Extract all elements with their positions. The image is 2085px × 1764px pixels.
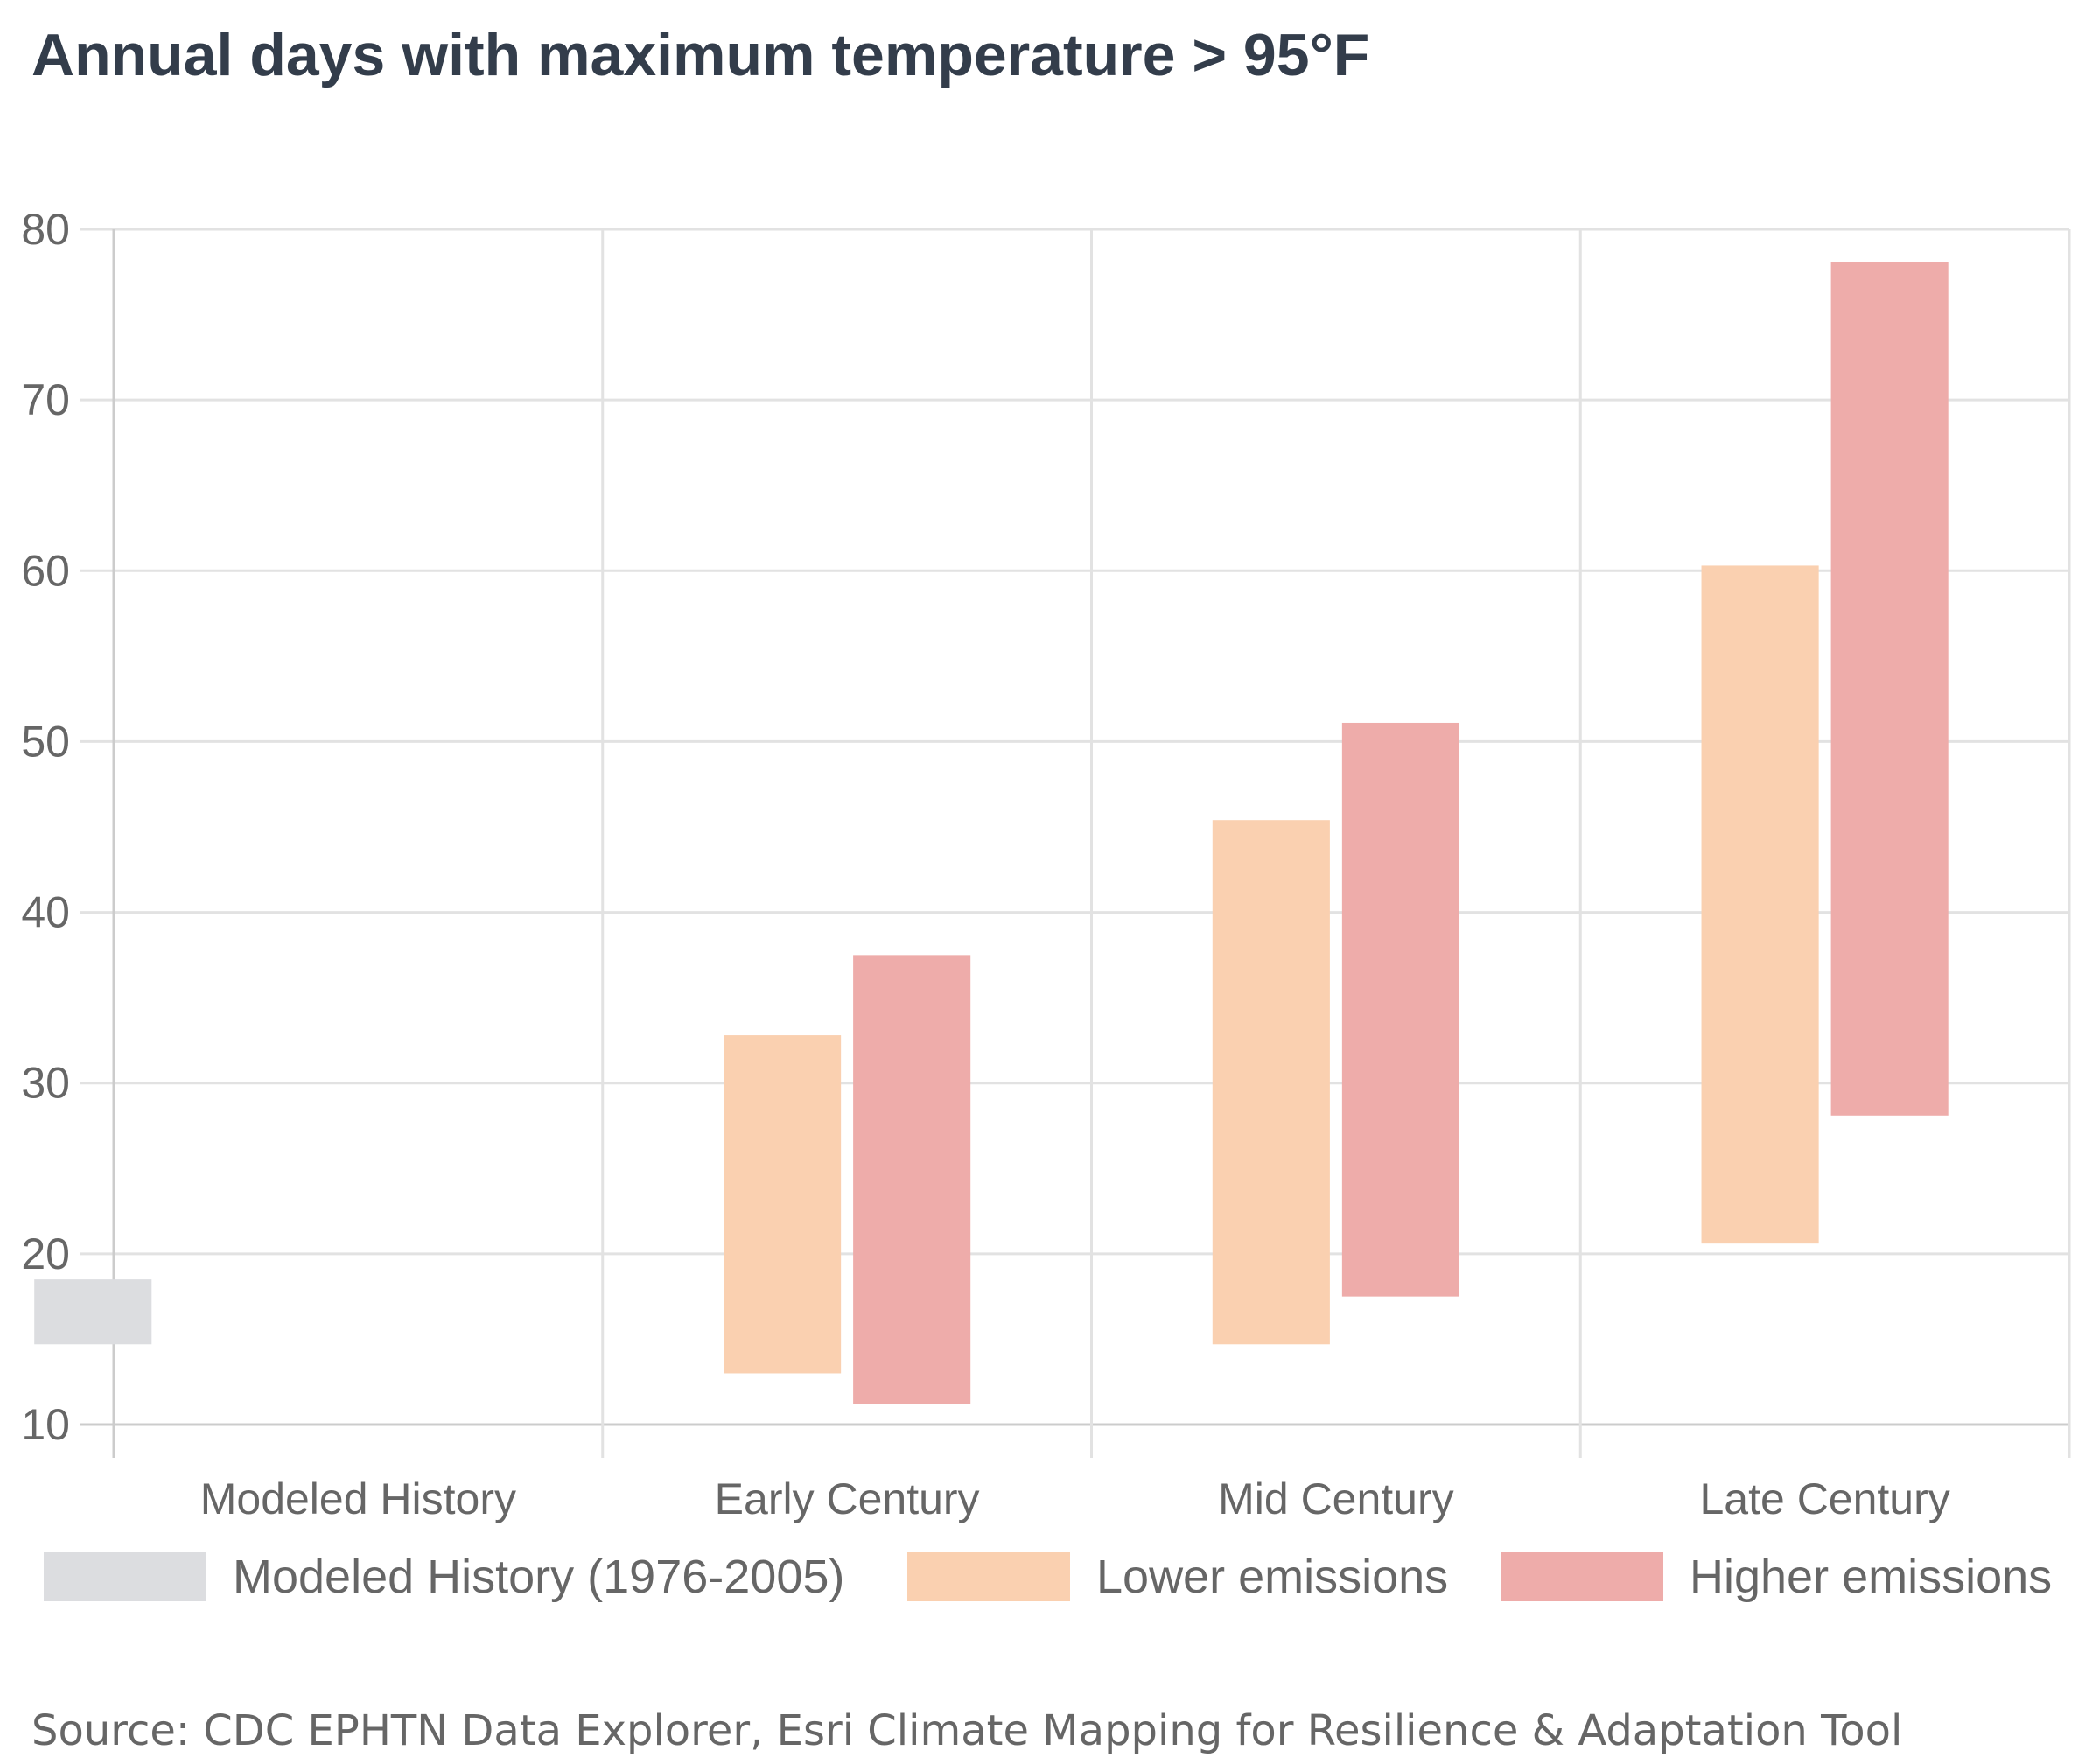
source-note: Source: CDC EPHTN Data Explorer, Esri Cl… — [31, 1706, 1902, 1755]
bar-higher-emissions[interactable] — [1341, 722, 1459, 1297]
legend-swatch[interactable] — [44, 1552, 206, 1601]
legend-label[interactable]: Lower emissions — [1096, 1550, 1448, 1603]
x-tick-label: Modeled History — [200, 1474, 516, 1523]
x-tick-label: Early Century — [715, 1474, 980, 1523]
bar-higher-emissions[interactable] — [1830, 262, 1949, 1116]
bar-modeled-history-1976-2005[interactable] — [34, 1279, 152, 1345]
bar-higher-emissions[interactable] — [853, 955, 971, 1404]
y-tick-label: 80 — [21, 205, 70, 254]
legend[interactable]: Modeled History (1976-2005) Lower emissio… — [44, 1550, 2052, 1603]
legend-label[interactable]: Modeled History (1976-2005) — [233, 1550, 844, 1603]
y-tick-label: 50 — [21, 717, 70, 766]
x-tick-label: Late Century — [1699, 1474, 1949, 1523]
bars-layer — [34, 262, 1949, 1404]
legend-label[interactable]: Higher emissions — [1690, 1550, 2052, 1603]
y-tick-label: 30 — [21, 1059, 70, 1108]
y-tick-label: 70 — [21, 375, 70, 424]
y-tick-label: 60 — [21, 546, 70, 595]
bar-lower-emissions[interactable] — [724, 1035, 842, 1374]
grid-layer — [80, 228, 2071, 1458]
chart-title: Annual days with maximum temperature > 9… — [31, 22, 1369, 88]
legend-swatch[interactable] — [907, 1552, 1070, 1601]
y-tick-label: 20 — [21, 1229, 70, 1278]
x-tick-label: Mid Century — [1218, 1474, 1454, 1523]
y-tick-label: 10 — [21, 1400, 70, 1449]
axis-layer: 10 20 30 40 50 60 70 80 Modeled History Early Cen… — [21, 205, 1949, 1523]
bar-lower-emissions[interactable] — [1701, 565, 1819, 1244]
y-tick-label: 40 — [21, 888, 70, 937]
legend-swatch[interactable] — [1501, 1552, 1663, 1601]
bar-lower-emissions[interactable] — [1212, 820, 1330, 1345]
